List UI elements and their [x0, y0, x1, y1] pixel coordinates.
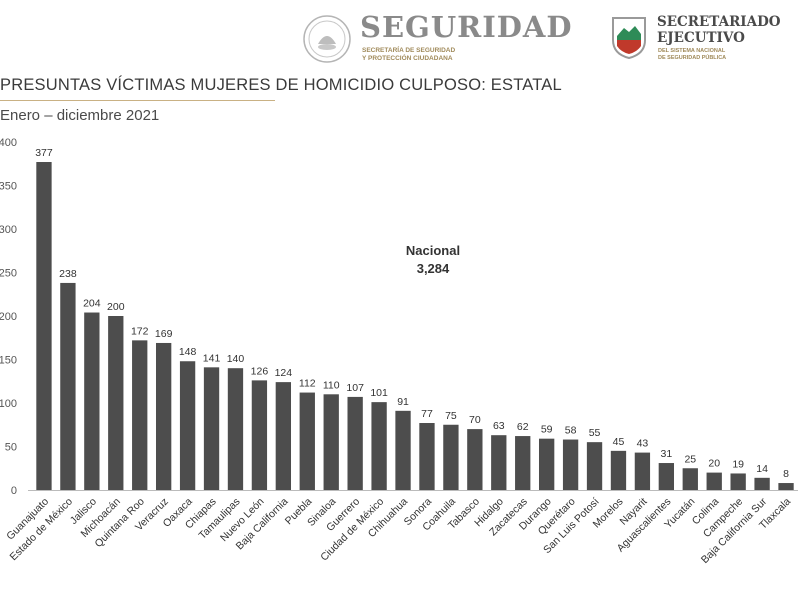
bar-value-label: 91 [397, 396, 409, 408]
bar-value-label: 126 [251, 365, 269, 377]
bar [586, 442, 603, 490]
bar-value-label: 20 [708, 458, 720, 470]
bar [682, 468, 698, 490]
bar [84, 312, 100, 490]
bar [395, 410, 411, 490]
bar [108, 316, 124, 490]
bar [562, 439, 579, 490]
bar [179, 361, 196, 490]
bar [132, 340, 148, 490]
bar [538, 438, 555, 490]
bar-value-label: 377 [35, 147, 53, 159]
nacional-value: 3,284 [417, 261, 450, 276]
bar-value-label: 25 [684, 453, 696, 465]
bar [251, 380, 268, 490]
bar-value-label: 14 [756, 463, 768, 475]
y-tick-label: 350 [0, 181, 17, 193]
y-tick-label: 50 [5, 442, 17, 454]
bar [778, 483, 794, 490]
bar-value-label: 62 [517, 421, 529, 433]
seguridad-subtitle: SECRETARÍA DE SEGURIDAD Y PROTECCIÓN CIU… [362, 47, 456, 62]
bar-value-label: 75 [445, 410, 457, 422]
bar-value-label: 200 [107, 301, 125, 313]
mexico-coat-of-arms-icon [303, 15, 351, 63]
bar [323, 394, 339, 490]
chart-title: PRESUNTAS VÍCTIMAS MUJERES DE HOMICIDIO … [0, 76, 562, 94]
bar [515, 436, 531, 490]
nacional-label: Nacional [406, 243, 460, 258]
bar-value-label: 112 [299, 378, 316, 390]
bar [299, 392, 315, 490]
bar [371, 402, 387, 490]
bar-value-label: 58 [565, 425, 577, 437]
bar-value-label: 204 [83, 298, 101, 310]
bar-value-label: 77 [421, 408, 433, 420]
bar-value-label: 63 [493, 420, 505, 432]
y-tick-label: 0 [11, 485, 17, 497]
bar-value-label: 19 [732, 458, 744, 470]
bar-value-label: 59 [541, 424, 553, 436]
bar [275, 382, 292, 490]
bar [60, 282, 76, 490]
bar [706, 472, 722, 490]
sesnsp-title: SECRETARIADO EJECUTIVO [657, 14, 781, 46]
y-tick-label: 300 [0, 224, 17, 236]
bar [203, 367, 220, 490]
bar [634, 452, 651, 490]
bar-value-label: 55 [589, 427, 601, 439]
bars [36, 162, 794, 490]
bar [419, 423, 435, 490]
y-tick-label: 150 [0, 355, 17, 367]
y-tick-label: 400 [0, 137, 17, 149]
y-axis: 0 50 100 150 200 250 300 350 400 [0, 137, 798, 497]
bar [610, 450, 627, 490]
bar [754, 477, 770, 490]
bar-value-label: 8 [783, 468, 789, 480]
bar-value-label: 31 [661, 448, 673, 460]
bar-value-label: 169 [155, 328, 173, 340]
bar [36, 162, 52, 490]
bar [155, 342, 172, 490]
bar-value-label: 70 [469, 414, 481, 426]
bar-value-label: 238 [59, 268, 77, 280]
bar [467, 429, 483, 490]
bar-value-label: 110 [323, 379, 340, 391]
header: SEGURIDAD SECRETARÍA DE SEGURIDAD Y PROT… [0, 0, 800, 70]
bar [658, 463, 675, 490]
y-tick-label: 200 [0, 311, 17, 323]
bar-value-label: 172 [131, 325, 149, 337]
title-divider [0, 100, 275, 101]
bar-value-label: 141 [203, 352, 221, 364]
bar [730, 473, 746, 490]
bar-value-label: 101 [370, 387, 388, 399]
bar-value-label: 45 [613, 436, 625, 448]
sesnsp-shield-icon [612, 17, 646, 60]
sesnsp-subtitle: DEL SISTEMA NACIONAL DE SEGURIDAD PÚBLIC… [658, 48, 727, 61]
y-tick-label: 100 [0, 398, 17, 410]
seguridad-title: SEGURIDAD [360, 10, 573, 44]
y-tick-label: 250 [0, 268, 17, 280]
bar-value-label: 148 [179, 346, 197, 358]
bar [443, 424, 459, 490]
bar-value-label: 107 [346, 382, 364, 394]
bar [227, 368, 244, 490]
bar [491, 435, 507, 490]
bar-value-label: 140 [227, 353, 245, 365]
bar [347, 396, 363, 490]
bar-value-label: 124 [275, 367, 293, 379]
bar-value-label: 43 [637, 438, 649, 450]
chart-subtitle: Enero – diciembre 2021 [0, 107, 160, 124]
